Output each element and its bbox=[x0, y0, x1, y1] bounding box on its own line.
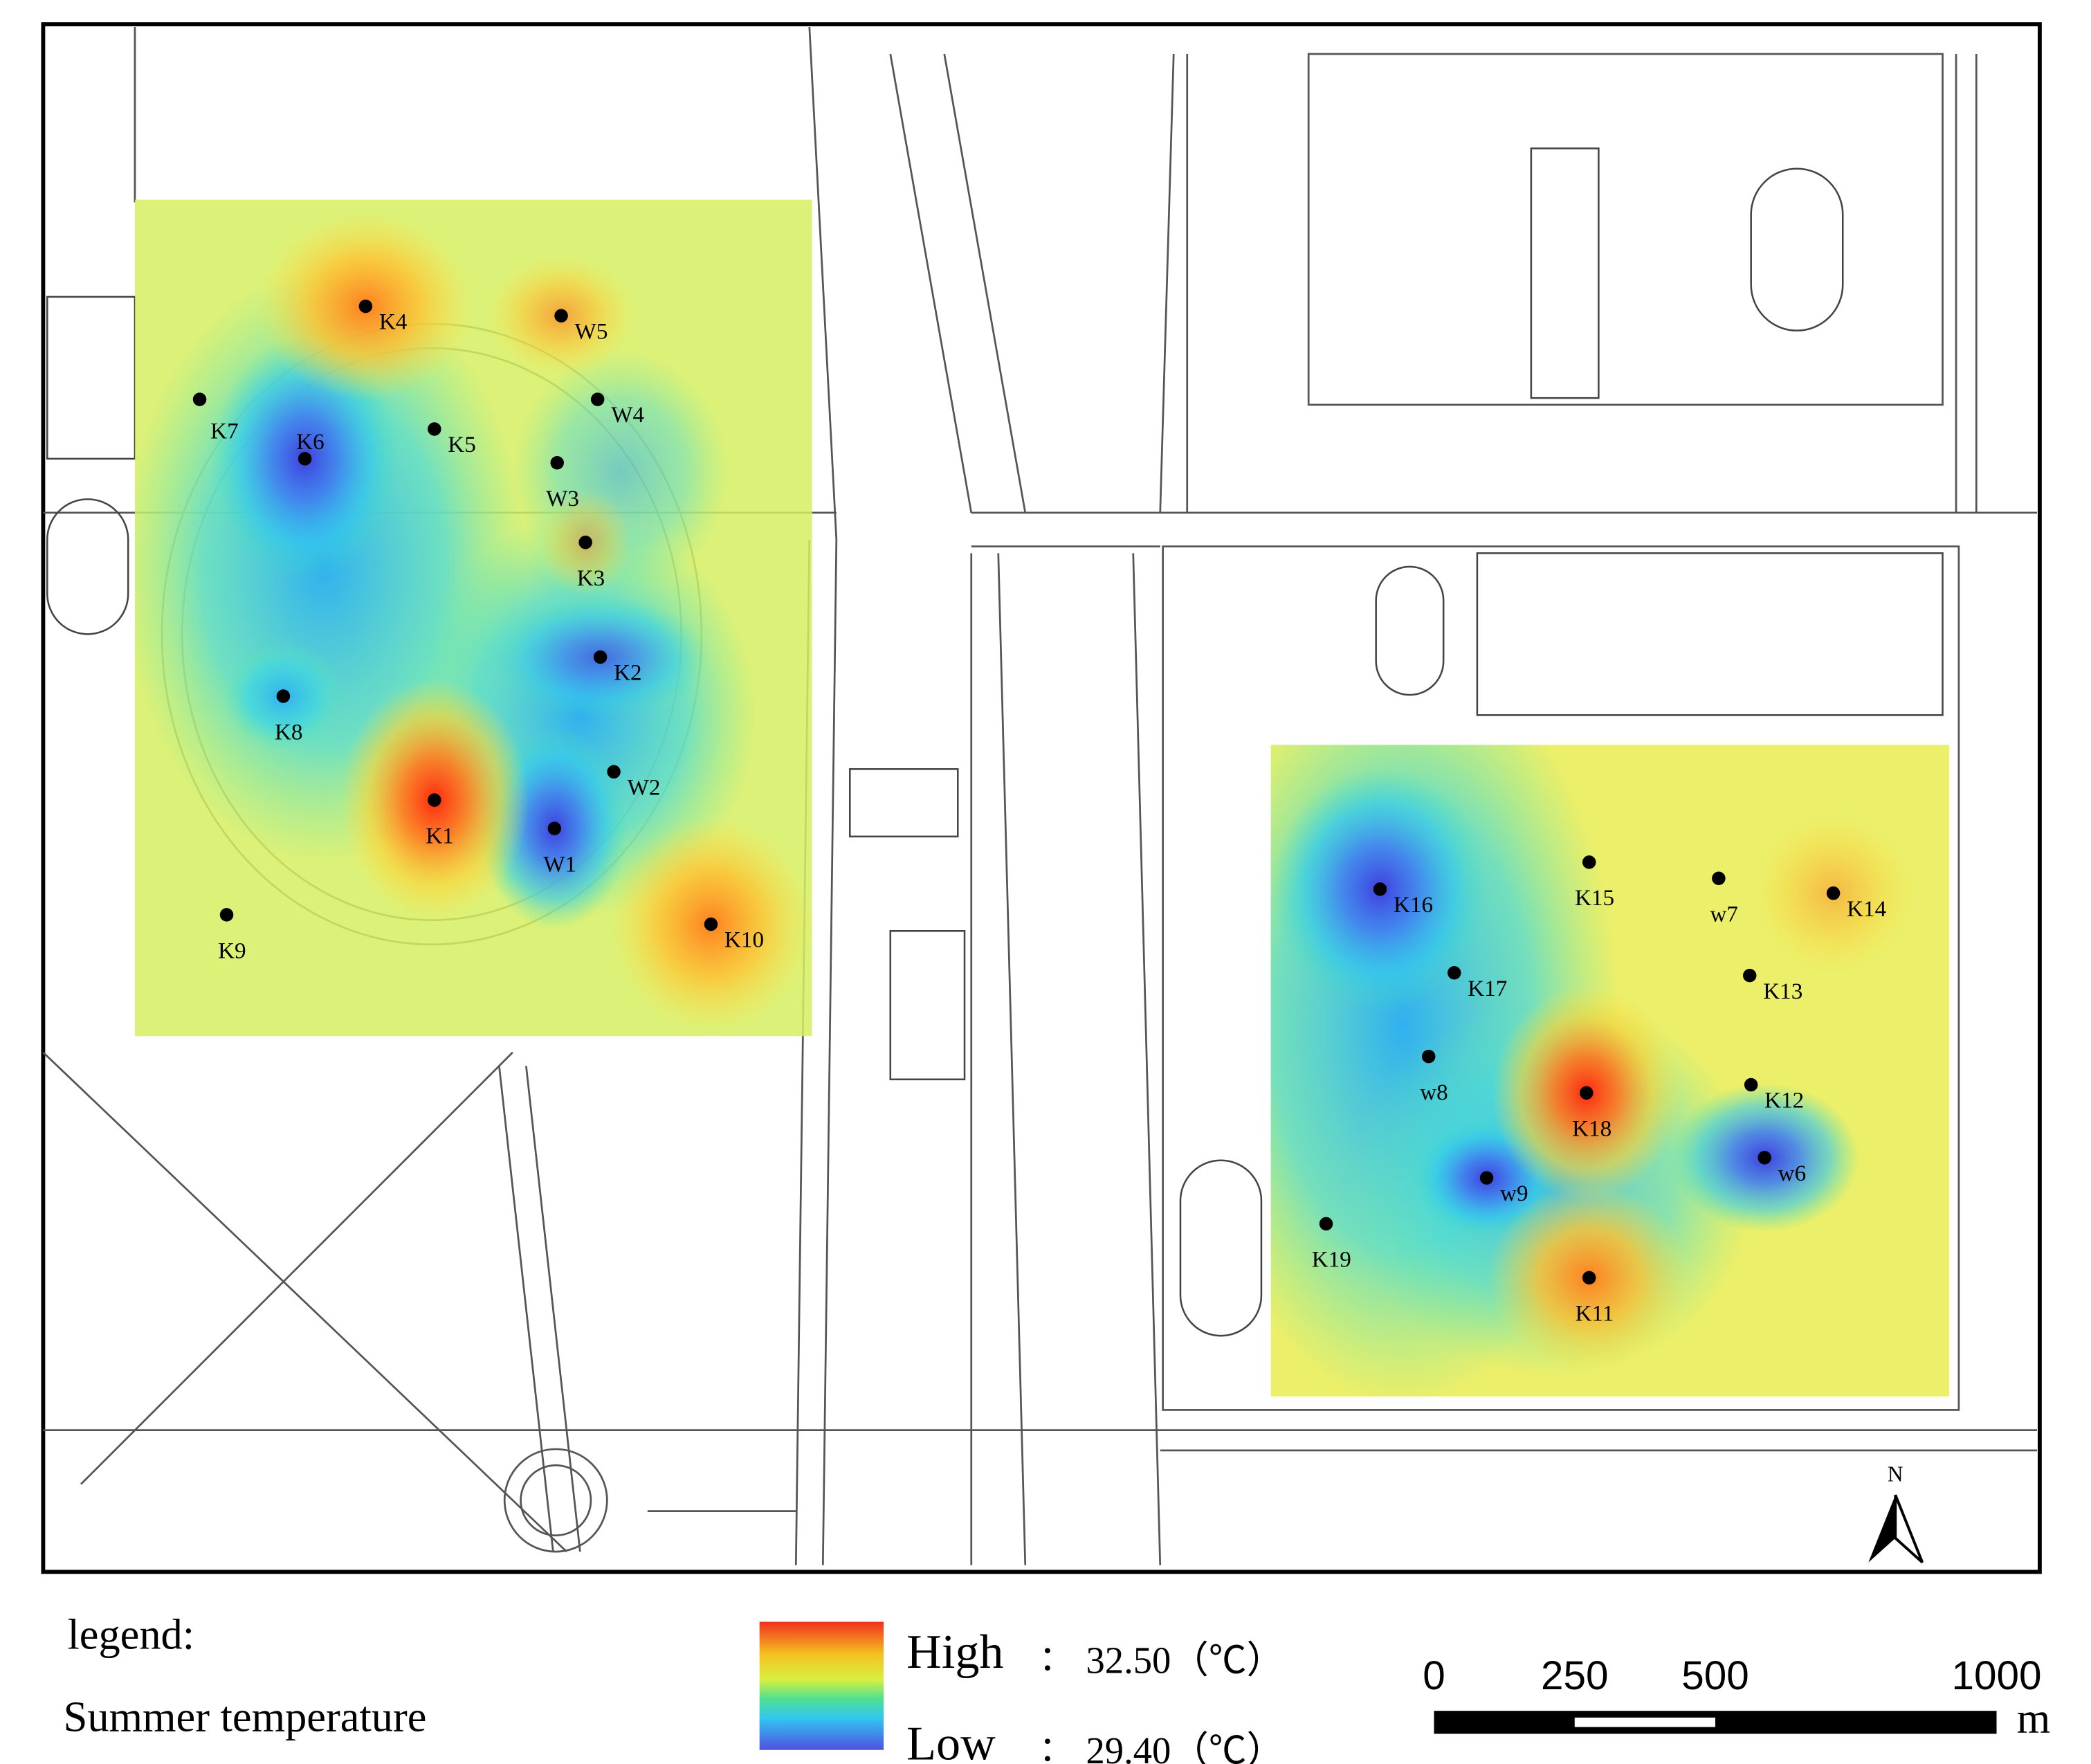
point-label: w8 bbox=[1420, 1080, 1448, 1105]
point-label: K5 bbox=[448, 432, 475, 457]
point-label: K15 bbox=[1575, 885, 1614, 911]
scale-bar-segment bbox=[1574, 1717, 1716, 1727]
point-label: K9 bbox=[218, 938, 246, 963]
point-label: w7 bbox=[1710, 902, 1737, 927]
point-label: K14 bbox=[1847, 896, 1886, 922]
separator: ： bbox=[1039, 1729, 1074, 1764]
sample-point bbox=[1421, 1049, 1436, 1064]
sample-point bbox=[1580, 1086, 1594, 1100]
sample-point bbox=[1757, 1151, 1771, 1165]
scale-tick-label: 250 bbox=[1541, 1653, 1609, 1698]
sample-point bbox=[1744, 1078, 1758, 1092]
point-label: K13 bbox=[1763, 979, 1802, 1004]
scale-tick-label: 1000 bbox=[1951, 1653, 2041, 1698]
low-label: Low bbox=[906, 1716, 996, 1764]
sample-point bbox=[219, 908, 234, 922]
sample-point bbox=[550, 455, 564, 470]
point-label: W3 bbox=[546, 486, 579, 511]
sample-point bbox=[593, 650, 608, 664]
point-label: K19 bbox=[1312, 1247, 1351, 1273]
sample-point bbox=[428, 422, 441, 436]
point-label: W5 bbox=[575, 318, 608, 344]
sample-point bbox=[590, 392, 605, 406]
scale-tick-label: 0 bbox=[1423, 1653, 1445, 1698]
scale-tick-label: 500 bbox=[1681, 1653, 1749, 1698]
sample-point bbox=[578, 536, 592, 549]
low-value: 29.40（℃） bbox=[1086, 1729, 1284, 1764]
sample-point bbox=[1582, 1271, 1596, 1285]
point-label: K12 bbox=[1764, 1088, 1804, 1113]
point-label: K11 bbox=[1576, 1301, 1614, 1327]
point-label: w6 bbox=[1778, 1161, 1806, 1186]
point-label: K18 bbox=[1572, 1116, 1611, 1142]
point-label: K2 bbox=[614, 660, 641, 686]
point-label: W4 bbox=[611, 402, 644, 428]
separator: ： bbox=[1039, 1639, 1074, 1678]
point-label: K1 bbox=[426, 824, 453, 849]
north-label: N bbox=[1888, 1462, 1903, 1486]
point-label: K3 bbox=[577, 565, 605, 591]
sample-point bbox=[298, 452, 312, 466]
sample-point bbox=[547, 821, 562, 835]
point-label: K8 bbox=[275, 719, 302, 745]
point-label: K6 bbox=[296, 429, 324, 455]
sample-point bbox=[1742, 968, 1757, 983]
sample-points: K4 W5 W4 K7 K5 K6 W3 K3 K2 K8 W2 K1 W1 K9 K10 K16 K15 w7 K… bbox=[192, 299, 1887, 1327]
legend-title: legend: bbox=[67, 1610, 194, 1658]
base-map bbox=[42, 26, 2038, 1565]
sample-point bbox=[554, 309, 568, 322]
sample-point bbox=[1319, 1217, 1333, 1231]
sample-point bbox=[1826, 886, 1841, 900]
sample-point bbox=[607, 765, 621, 779]
sample-point bbox=[1373, 882, 1387, 896]
point-label: K17 bbox=[1468, 976, 1507, 1001]
point-label: w9 bbox=[1500, 1181, 1528, 1206]
heatmap-east bbox=[1270, 745, 1950, 1397]
sample-point bbox=[1448, 965, 1461, 980]
sample-point bbox=[1712, 871, 1726, 885]
sample-point bbox=[276, 689, 291, 703]
scale-unit: m bbox=[2017, 1694, 2051, 1742]
sample-point bbox=[192, 392, 207, 406]
point-label: W2 bbox=[628, 774, 661, 800]
point-label: W1 bbox=[543, 851, 576, 877]
sample-point bbox=[428, 793, 441, 807]
high-value: 32.50（℃） bbox=[1086, 1639, 1284, 1682]
sample-point bbox=[1479, 1171, 1494, 1185]
legend-subtitle: Summer temperature bbox=[64, 1693, 427, 1740]
point-label: K10 bbox=[724, 927, 764, 953]
high-label: High bbox=[906, 1625, 1003, 1679]
point-label: K4 bbox=[379, 309, 408, 335]
point-label: K16 bbox=[1394, 892, 1433, 918]
color-ramp bbox=[759, 1621, 884, 1750]
sample-point bbox=[1582, 855, 1596, 869]
point-label: K7 bbox=[210, 419, 238, 444]
sample-point bbox=[704, 917, 718, 931]
sample-point bbox=[358, 299, 373, 313]
